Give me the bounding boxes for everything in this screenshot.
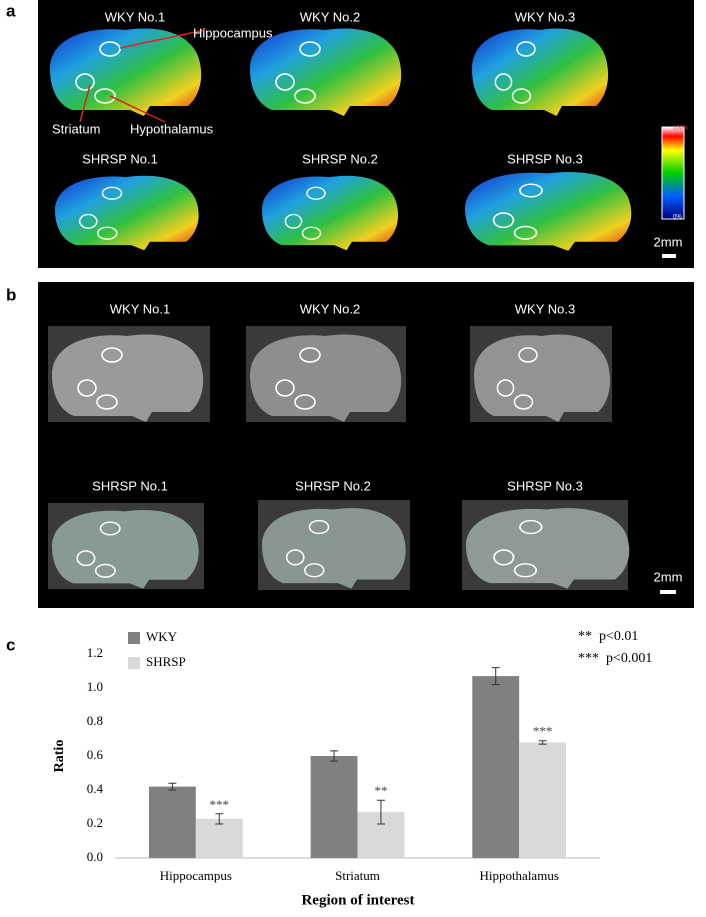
panel-label: c xyxy=(6,635,15,654)
bar xyxy=(310,756,358,858)
scale-label: 2mm xyxy=(654,569,683,584)
scale-bar xyxy=(662,254,676,258)
note: ** p<0.01 xyxy=(578,629,638,644)
error-bar xyxy=(538,740,547,745)
legend-label: SHRSP xyxy=(146,654,186,669)
annotation-line xyxy=(79,84,91,123)
image-title: SHRSP No.1 xyxy=(92,478,168,493)
image-title: WKY No.2 xyxy=(300,9,360,24)
image-title: SHRSP No.3 xyxy=(507,478,583,493)
y-axis-label: Ratio xyxy=(52,740,67,773)
brain-map xyxy=(472,28,609,117)
brain-map xyxy=(55,175,199,251)
significance-label: *** xyxy=(533,724,553,739)
annotation: Hypothalamus xyxy=(130,121,214,136)
annotation-line xyxy=(109,95,166,123)
image-title: WKY No.1 xyxy=(110,301,170,316)
x-tick-label: Striatum xyxy=(335,868,380,883)
colorbar-label: 0% xyxy=(673,215,682,221)
brain-slice xyxy=(52,334,204,422)
error-bar xyxy=(215,813,224,825)
colorbar-label: 100% xyxy=(673,126,689,132)
bar xyxy=(472,676,520,858)
image-title: WKY No.2 xyxy=(300,301,360,316)
y-tick-label: 1.0 xyxy=(87,679,103,694)
legend-swatch xyxy=(128,657,140,669)
error-bar xyxy=(376,799,385,825)
y-tick-label: 0.4 xyxy=(87,781,104,796)
brain-slice xyxy=(262,508,406,589)
brain-slice xyxy=(474,334,611,422)
note: *** p<0.001 xyxy=(578,651,652,666)
y-tick-label: 0.6 xyxy=(87,747,104,762)
error-bar xyxy=(491,667,500,686)
error-bar xyxy=(330,750,339,762)
image-title: SHRSP No.2 xyxy=(302,151,378,166)
image-title: WKY No.1 xyxy=(105,9,165,24)
bar xyxy=(195,818,243,858)
panel-label: a xyxy=(6,1,16,20)
image-title: WKY No.3 xyxy=(515,9,575,24)
y-tick-label: 0.8 xyxy=(87,713,103,728)
image-title: SHRSP No.3 xyxy=(507,151,583,166)
brain-slice xyxy=(52,510,199,589)
image-title: SHRSP No.1 xyxy=(82,151,158,166)
brain-map xyxy=(250,28,402,117)
annotation: Striatum xyxy=(52,121,100,136)
bar xyxy=(519,742,567,858)
brain-slice xyxy=(250,334,402,422)
y-tick-label: 0.0 xyxy=(87,849,103,864)
x-tick-label: Hippocampus xyxy=(160,868,232,883)
colorbar xyxy=(661,126,685,220)
image-title: WKY No.3 xyxy=(515,301,575,316)
significance-label: ** xyxy=(374,783,387,798)
legend-swatch xyxy=(128,632,140,644)
legend-label: WKY xyxy=(146,629,178,644)
scale-label: 2mm xyxy=(654,234,683,249)
scale-bar xyxy=(660,590,676,594)
annotation-line xyxy=(119,29,206,49)
image-title: SHRSP No.2 xyxy=(295,478,371,493)
annotation: Hippocampus xyxy=(193,25,273,40)
x-tick-label: Hippothalamus xyxy=(479,868,558,883)
brain-map xyxy=(262,175,399,251)
y-tick-label: 0.2 xyxy=(87,815,103,830)
bar xyxy=(148,786,196,858)
brain-map xyxy=(465,172,632,251)
x-axis-label: Region of interest xyxy=(301,892,414,908)
brain-slice xyxy=(466,508,630,589)
panel-label: b xyxy=(6,285,16,304)
y-tick-label: 1.2 xyxy=(87,645,103,660)
significance-label: *** xyxy=(210,797,230,812)
error-bar xyxy=(168,782,177,791)
